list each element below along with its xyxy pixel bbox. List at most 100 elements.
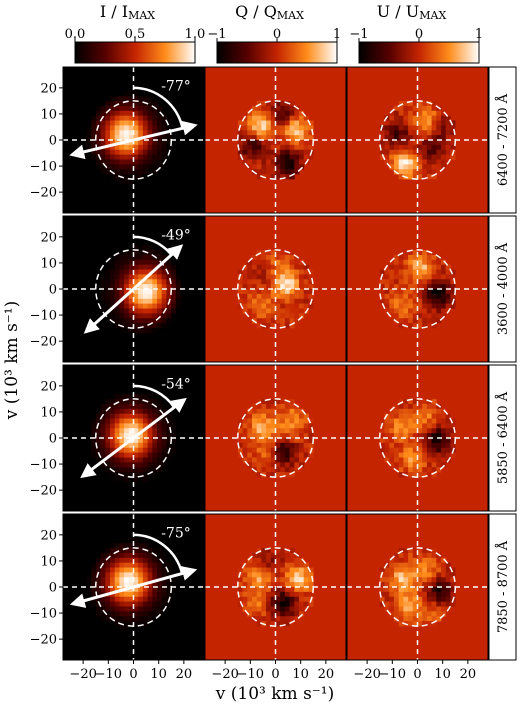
- heatmap-cell: [114, 418, 120, 424]
- panel-I-1: -77°: [62, 66, 205, 214]
- heatmap-cell: [394, 567, 400, 573]
- heatmap-cell: [398, 403, 404, 410]
- heatmap-cell: [166, 308, 172, 314]
- heatmap-cell: [242, 159, 248, 165]
- heatmap-cell: [275, 399, 281, 405]
- heatmap-cell: [256, 293, 262, 300]
- heatmap-cell: [142, 159, 148, 165]
- heatmap-cell: [308, 587, 314, 593]
- heatmap-cell: [408, 308, 414, 314]
- heatmap-cell: [100, 279, 106, 285]
- heatmap-cell: [261, 548, 267, 554]
- heatmap-cell: [422, 293, 428, 300]
- heatmap-cell: [152, 293, 158, 300]
- heatmap-cell: [138, 447, 144, 453]
- heatmap-cell: [431, 562, 437, 568]
- heatmap-cell: [280, 552, 286, 559]
- heatmap-cell: [256, 557, 262, 564]
- heatmap-cell: [398, 279, 404, 285]
- heatmap-cell: [138, 577, 144, 583]
- heatmap-cell: [431, 423, 437, 429]
- heatmap-cell: [124, 418, 130, 424]
- heatmap-cell: [403, 254, 409, 261]
- heatmap-cell: [284, 120, 290, 126]
- heatmap-cell: [403, 313, 409, 319]
- heatmap-cell: [422, 313, 428, 319]
- colorbar-tick-label: 1.0: [185, 27, 206, 42]
- heatmap-cell: [398, 562, 404, 568]
- heatmap-cell: [412, 611, 418, 617]
- heatmap-cell: [157, 548, 163, 554]
- heatmap-cell: [252, 572, 258, 578]
- heatmap-cell: [426, 105, 432, 112]
- heatmap-cell: [398, 135, 404, 141]
- heatmap-cell: [426, 279, 432, 285]
- heatmap-cell: [138, 293, 144, 300]
- heatmap-cell: [138, 327, 144, 334]
- heatmap-cell: [138, 318, 144, 324]
- heatmap-cell: [303, 442, 309, 449]
- heatmap-cell: [284, 572, 290, 578]
- band-label-box: [488, 364, 517, 512]
- heatmap-cell: [133, 308, 139, 314]
- heatmap-cell: [389, 462, 395, 468]
- heatmap-cell: [436, 611, 442, 617]
- heatmap-cell: [252, 154, 258, 160]
- x-tick-label: 10: [292, 667, 309, 682]
- heatmap-cell: [270, 601, 276, 607]
- heatmap-cell: [436, 442, 442, 449]
- heatmap-cell: [408, 101, 414, 107]
- heatmap-cell: [157, 552, 163, 559]
- heatmap-cell: [412, 408, 418, 415]
- heatmap-cell: [284, 279, 290, 285]
- heatmap-cell: [398, 447, 404, 453]
- heatmap-cell: [275, 428, 281, 434]
- heatmap-cell: [275, 472, 281, 478]
- heatmap-cell: [119, 120, 125, 126]
- heatmap-cell: [436, 413, 442, 419]
- heatmap-cell: [445, 298, 451, 304]
- heatmap-cell: [299, 428, 305, 434]
- heatmap-cell: [403, 408, 409, 415]
- heatmap-cell: [119, 616, 125, 622]
- heatmap-cell: [142, 110, 148, 117]
- heatmap-cell: [157, 567, 163, 573]
- heatmap-cell: [450, 418, 456, 424]
- heatmap-cell: [119, 591, 125, 598]
- heatmap-cell: [417, 115, 423, 121]
- heatmap-cell: [261, 596, 267, 602]
- heatmap-cell: [152, 562, 158, 568]
- column-title-Q: Q / QMAX: [235, 2, 304, 22]
- heatmap-cell: [124, 548, 130, 554]
- heatmap-cell: [247, 587, 253, 593]
- heatmap-cell: [256, 135, 262, 141]
- heatmap-cell: [450, 567, 456, 573]
- band-label-box: [488, 215, 517, 363]
- heatmap-cell: [303, 428, 309, 434]
- heatmap-cell: [119, 462, 125, 468]
- heatmap-cell: [105, 423, 111, 429]
- heatmap-cell: [294, 611, 300, 617]
- heatmap-cell: [247, 442, 253, 449]
- heatmap-cell: [247, 611, 253, 617]
- heatmap-cell: [270, 110, 276, 117]
- heatmap-cell: [299, 144, 305, 151]
- heatmap-cell: [152, 125, 158, 131]
- heatmap-cell: [299, 303, 305, 309]
- heatmap-cell: [161, 587, 167, 593]
- heatmap-cell: [114, 438, 120, 444]
- heatmap-cell: [247, 423, 253, 429]
- heatmap-cell: [431, 174, 437, 180]
- heatmap-cell: [289, 105, 295, 112]
- heatmap-cell: [299, 582, 305, 588]
- heatmap-cell: [95, 110, 101, 117]
- heatmap-cell: [105, 562, 111, 568]
- heatmap-cell: [252, 428, 258, 434]
- heatmap-cell: [142, 467, 148, 473]
- heatmap-cell: [450, 582, 456, 588]
- heatmap-cell: [152, 323, 158, 329]
- heatmap-cell: [426, 154, 432, 160]
- x-tick-label: 10: [434, 667, 451, 682]
- heatmap-cell: [441, 164, 447, 170]
